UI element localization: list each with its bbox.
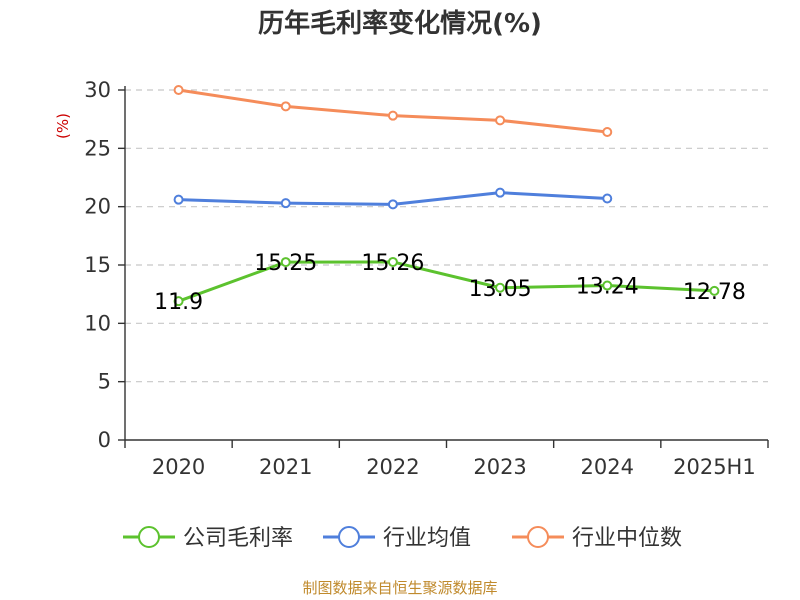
x-tick-label: 2025H1 [673, 455, 756, 479]
data-labels: 11.9 15.25 15.26 13.05 13.24 12.78 [154, 251, 746, 315]
y-tick-label: 25 [84, 136, 111, 160]
y-tick-label: 5 [98, 370, 111, 394]
data-label: 15.26 [361, 251, 424, 276]
data-label: 13.24 [576, 275, 639, 300]
data-point [387, 110, 398, 121]
axes: 0 5 10 15 20 25 30 2020 2021 2022 2023 2024 2025H1 [84, 78, 769, 479]
y-tick-label: 30 [84, 78, 111, 102]
grid-lines [125, 89, 768, 383]
legend-label: 行业均值 [383, 526, 471, 551]
x-tick-label: 2021 [259, 455, 312, 479]
y-tick-label: 10 [84, 311, 111, 335]
legend-marker [338, 526, 360, 548]
y-tick-label: 0 [98, 428, 111, 452]
data-point [387, 199, 398, 210]
data-point [387, 256, 398, 267]
data-point [709, 285, 720, 296]
data-point [280, 198, 291, 209]
data-label: 12.78 [683, 280, 746, 305]
data-point [602, 280, 613, 291]
data-label: 11.9 [154, 290, 203, 315]
legend-marker [527, 526, 549, 548]
series-lines [173, 85, 720, 307]
data-point [173, 296, 184, 307]
data-point [602, 193, 613, 204]
data-point [280, 257, 291, 268]
data-label: 15.25 [254, 251, 317, 276]
y-axis-label: (%) [54, 113, 72, 139]
data-point [280, 101, 291, 112]
series-line-0 [178, 260, 715, 303]
data-point [602, 127, 613, 137]
data-point [173, 194, 184, 205]
x-tick-label: 2023 [473, 455, 526, 479]
y-tick-label: 15 [84, 253, 111, 277]
data-point [495, 282, 506, 293]
legend: 公司毛利率 行业均值 行业中位数 [123, 526, 682, 551]
legend-item: 公司毛利率 [123, 526, 293, 551]
data-point [495, 115, 506, 126]
legend-label: 行业中位数 [572, 526, 682, 551]
y-tick-label: 20 [84, 195, 111, 219]
data-label: 13.05 [469, 277, 532, 302]
x-tick-label: 2022 [366, 455, 419, 479]
x-tick-label: 2020 [152, 455, 205, 479]
legend-label: 公司毛利率 [183, 526, 293, 551]
data-point [495, 187, 506, 198]
legend-item: 行业均值 [323, 526, 471, 551]
legend-marker [138, 526, 160, 548]
x-tick-label: 2024 [581, 455, 634, 479]
data-point [173, 85, 184, 95]
chart-title: 历年毛利率变化情况(%) [258, 8, 542, 39]
legend-item: 行业中位数 [512, 526, 682, 551]
source-note: 制图数据来自恒生聚源数据库 [302, 579, 497, 597]
